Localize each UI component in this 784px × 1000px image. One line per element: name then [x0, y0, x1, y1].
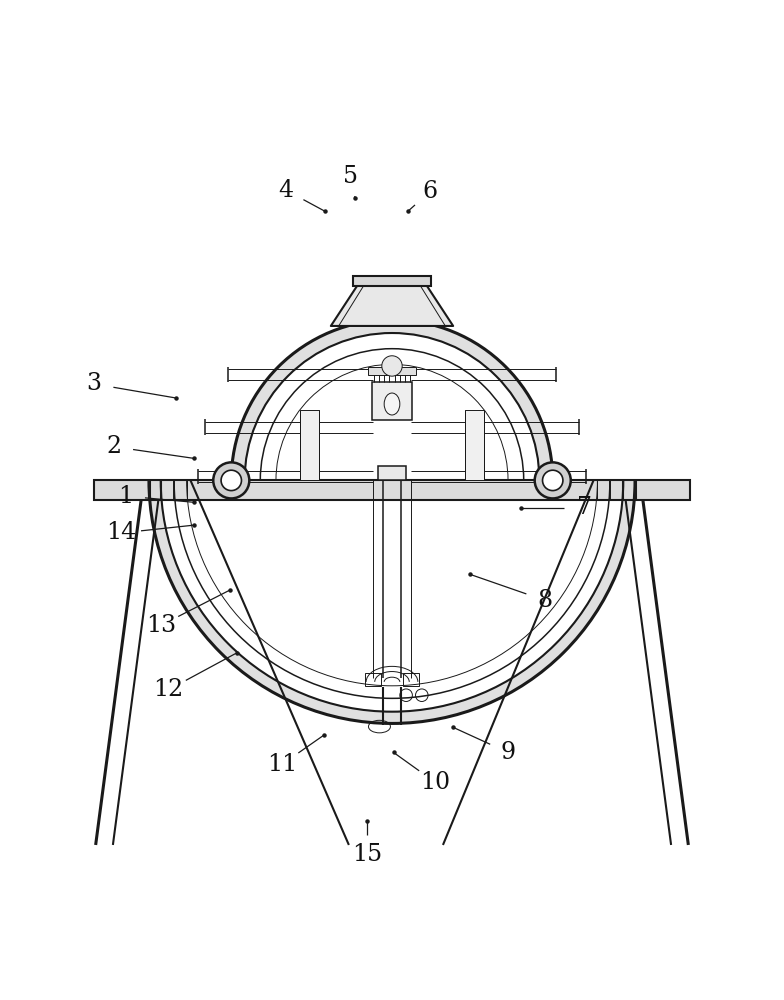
Text: 15: 15 — [352, 843, 382, 866]
Circle shape — [221, 470, 241, 491]
Circle shape — [543, 470, 563, 491]
Circle shape — [213, 462, 249, 498]
Text: 4: 4 — [278, 179, 294, 202]
Bar — [94, 480, 690, 500]
Bar — [353, 276, 431, 286]
Text: 3: 3 — [86, 372, 102, 395]
Text: 1: 1 — [118, 485, 133, 508]
Circle shape — [382, 356, 402, 376]
Bar — [378, 466, 406, 480]
Text: 10: 10 — [420, 771, 450, 794]
Circle shape — [535, 462, 571, 498]
Text: 12: 12 — [154, 678, 183, 701]
Text: 6: 6 — [422, 180, 437, 203]
Text: 13: 13 — [146, 614, 176, 637]
Text: 8: 8 — [537, 589, 553, 612]
Ellipse shape — [384, 393, 400, 415]
Bar — [465, 410, 484, 480]
Bar — [300, 410, 319, 480]
Text: 9: 9 — [500, 741, 516, 764]
Text: 2: 2 — [106, 435, 122, 458]
Polygon shape — [231, 320, 553, 480]
Text: 14: 14 — [107, 521, 136, 544]
Bar — [368, 367, 416, 375]
Bar — [365, 673, 381, 686]
Polygon shape — [331, 280, 453, 326]
Polygon shape — [149, 480, 635, 723]
Bar — [403, 673, 419, 686]
Text: 7: 7 — [576, 496, 592, 519]
Bar — [372, 382, 412, 420]
Text: 5: 5 — [343, 165, 358, 188]
Text: 11: 11 — [267, 753, 297, 776]
